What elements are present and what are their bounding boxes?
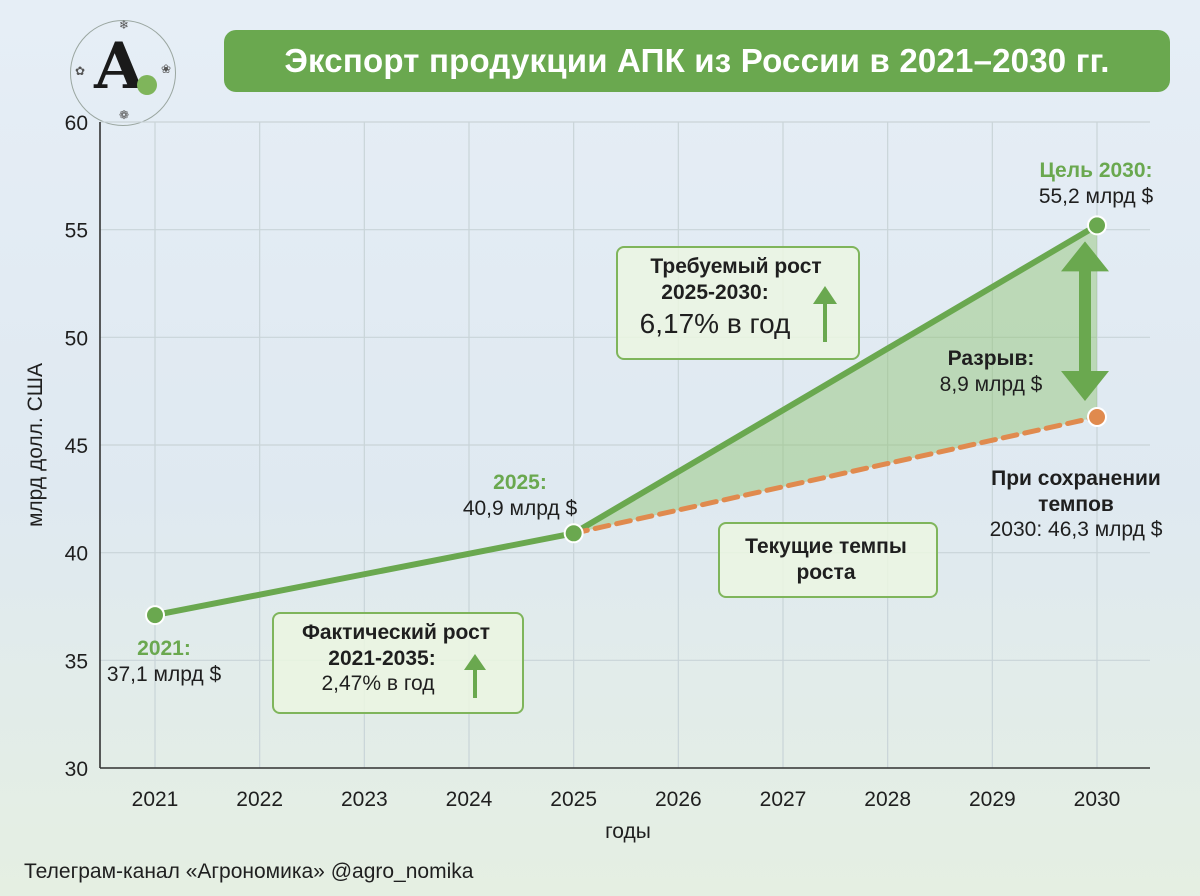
data-point	[1087, 215, 1107, 236]
x-tick-label: 2025	[550, 788, 597, 811]
target-line	[570, 222, 1100, 537]
required-growth-line2: 2025-2030:	[661, 280, 769, 304]
chart-title: Экспорт продукции АПК из России в 2021–2…	[224, 30, 1170, 92]
footer-caption: Телеграм-канал «Агрономика» @agro_nomika	[24, 860, 474, 883]
x-tick-label: 2029	[969, 788, 1016, 811]
label-2025: 2025: 40,9 млрд $	[440, 470, 600, 521]
current-pace-box	[718, 522, 938, 598]
gap-value: 8,9 млрд $	[939, 372, 1043, 396]
up-arrow-icon	[813, 286, 837, 342]
gap-arrow-head-up	[1061, 241, 1109, 272]
x-tick-label: 2026	[655, 788, 702, 811]
required-growth-rate: 6,17% в год	[639, 308, 791, 340]
y-tick-label: 30	[65, 758, 88, 781]
actual-growth-line2: 2021-2035:	[328, 646, 436, 670]
leaf-icon: ✿	[75, 64, 86, 78]
y-axis-label: млрд долл. США	[24, 363, 47, 527]
gap-arrow-head-down	[1061, 371, 1109, 402]
logo-dot	[137, 75, 157, 95]
keep-pace-label: При сохранении темпов 2030: 46,3 млрд $	[966, 466, 1186, 543]
label-2021: 2021: 37,1 млрд $	[104, 636, 224, 687]
label-goal-2030: Цель 2030: 55,2 млрд $	[1016, 158, 1176, 209]
y-tick-label: 55	[65, 220, 88, 243]
required-growth-line1: Требуемый рост	[650, 255, 822, 278]
seed-icon: ❁	[119, 108, 130, 122]
actual-line	[152, 530, 577, 619]
data-point	[563, 523, 584, 544]
data-point	[145, 605, 165, 626]
keep-pace-line1: При сохранении	[991, 467, 1161, 490]
x-tick-label: 2023	[341, 788, 388, 811]
x-tick-label: 2024	[446, 788, 493, 811]
actual-growth-line1: Фактический рост	[301, 621, 491, 644]
x-axis-label: годы	[605, 820, 651, 843]
y-tick-label: 45	[65, 435, 88, 458]
wheat-icon: ❄	[119, 18, 130, 32]
actual-growth-text: Фактический рост 2021-2035: 2,47% в год	[274, 620, 518, 697]
gap-label: Разрыв: 8,9 млрд $	[916, 346, 1066, 397]
up-arrow-icon	[464, 654, 486, 698]
x-tick-label: 2021	[132, 788, 179, 811]
chart-title-text: Экспорт продукции АПК из России в 2021–2…	[284, 42, 1110, 79]
gap-title: Разрыв:	[947, 347, 1035, 370]
y-tick-label: 50	[65, 327, 88, 350]
required-growth-text: Требуемый рост 2025-2030: 6,17% в год	[618, 254, 854, 341]
actual-growth-box	[272, 612, 524, 714]
current-pace-line1: Текущие темпы	[745, 535, 907, 558]
goal-2030-title: Цель 2030:	[1039, 159, 1153, 182]
label-2025-year: 2025:	[493, 471, 547, 494]
logo: А ❄ ✿ ❀ ❁	[70, 18, 176, 126]
goal-2030-value: 55,2 млрд $	[1038, 184, 1154, 208]
label-2021-value: 37,1 млрд $	[106, 662, 222, 686]
label-2021-year: 2021:	[137, 637, 191, 660]
y-tick-label: 60	[65, 112, 88, 135]
logo-letter: А	[93, 29, 146, 104]
keep-pace-line2: темпов	[1038, 492, 1114, 516]
label-2025-value: 40,9 млрд $	[462, 496, 578, 520]
fruit-icon: ❀	[161, 62, 172, 76]
data-point	[1087, 407, 1107, 428]
y-tick-label: 40	[65, 543, 88, 566]
x-tick-label: 2022	[236, 788, 283, 811]
current-pace-line	[571, 414, 1100, 536]
x-tick-label: 2027	[760, 788, 807, 811]
x-tick-label: 2028	[864, 788, 911, 811]
keep-pace-value: 2030: 46,3 млрд $	[989, 518, 1163, 542]
x-tick-label: 2030	[1074, 788, 1121, 811]
y-tick-label: 35	[65, 650, 88, 673]
current-pace-line2: роста	[796, 560, 856, 584]
actual-growth-rate: 2,47% в год	[321, 672, 435, 696]
current-pace-text: Текущие темпы роста	[720, 534, 932, 585]
